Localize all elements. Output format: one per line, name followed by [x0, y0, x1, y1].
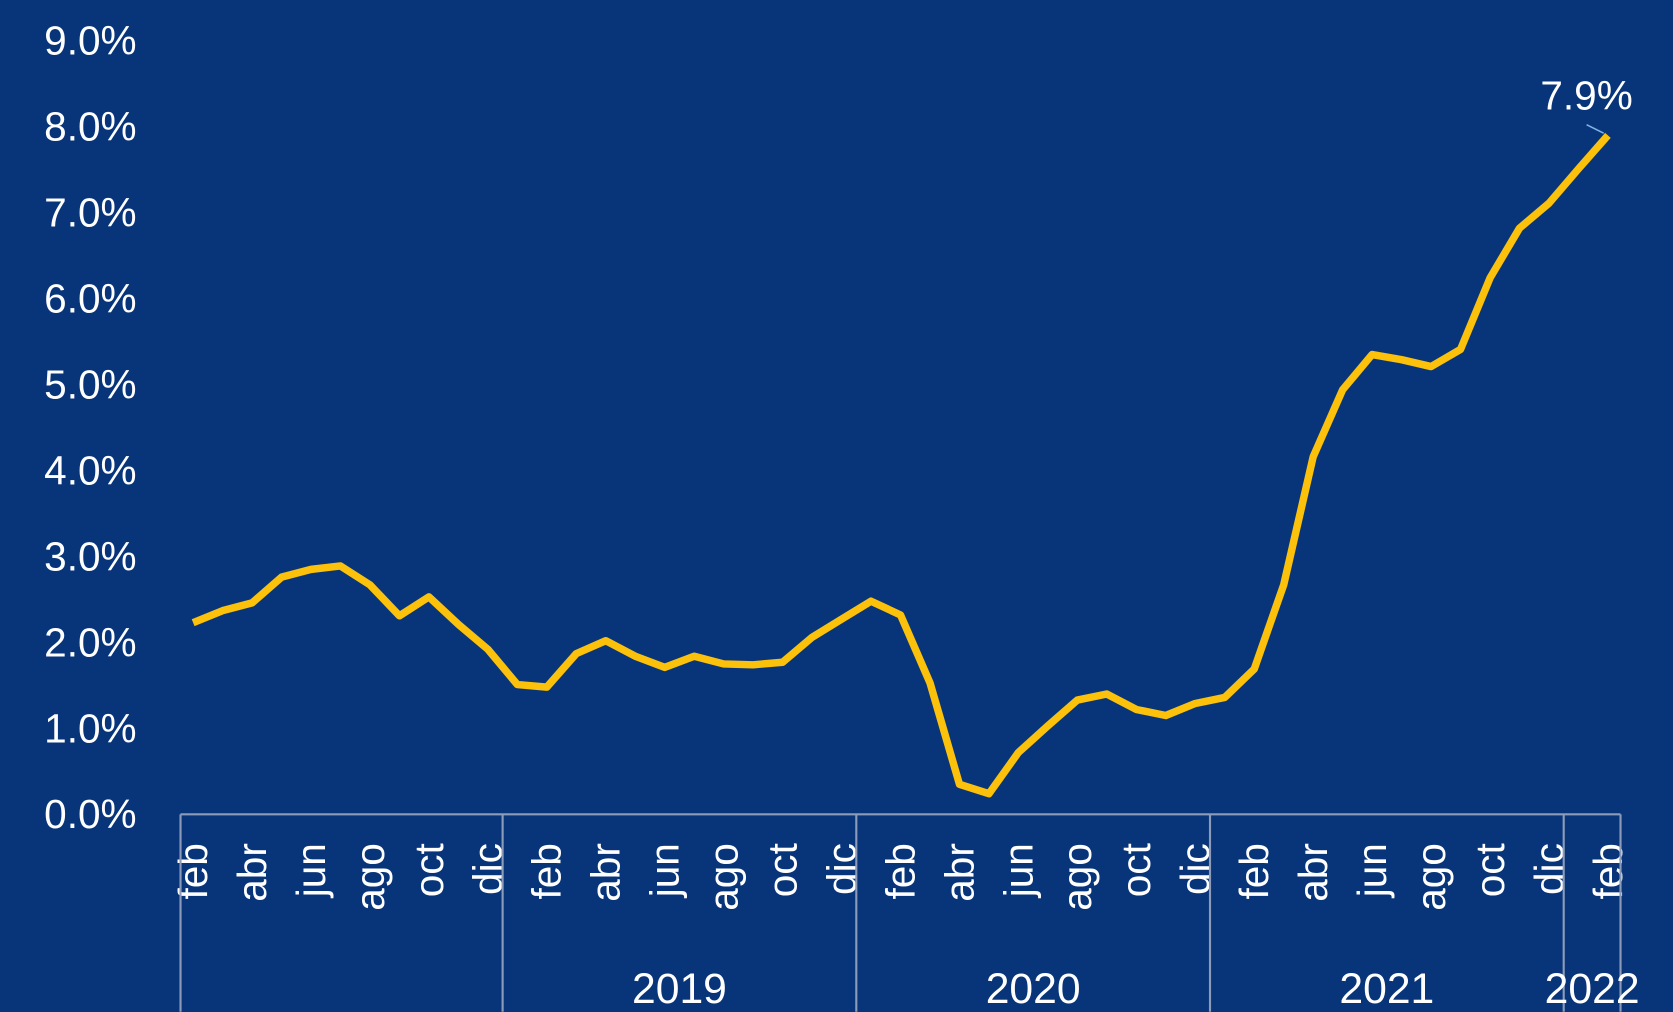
x-tick-label: jun	[1349, 843, 1395, 898]
x-tick-label: feb	[877, 843, 923, 899]
y-tick-label: 6.0%	[44, 276, 136, 322]
y-tick-label: 1.0%	[44, 705, 136, 751]
x-tick-label: oct	[1113, 843, 1159, 897]
x-tick-label: feb	[170, 843, 216, 899]
year-label: 2020	[986, 965, 1081, 1012]
x-tick-label: jun	[288, 843, 334, 898]
x-tick-label: ago	[701, 843, 747, 911]
x-tick-label: feb	[1585, 843, 1631, 899]
x-tick-label: jun	[642, 843, 688, 898]
line-series	[191, 132, 1611, 798]
x-tick-label: abr	[1290, 843, 1336, 902]
x-tick-label: ago	[347, 843, 393, 911]
data-label: 7.9%	[1540, 73, 1632, 119]
x-tick-label: dic	[1526, 843, 1572, 895]
x-tick-label: abr	[583, 843, 629, 902]
x-tick-label: abr	[229, 843, 275, 902]
year-label: 2021	[1339, 965, 1434, 1012]
x-tick-label: dic	[1172, 843, 1218, 895]
x-tick-label: jun	[995, 843, 1041, 898]
x-tick-label: oct	[406, 843, 452, 897]
x-tick-label: abr	[936, 843, 982, 902]
y-tick-label: 2.0%	[44, 619, 136, 665]
y-tick-label: 5.0%	[44, 361, 136, 407]
year-label: 2019	[632, 965, 727, 1012]
y-tick-label: 3.0%	[44, 533, 136, 579]
year-label: 2022	[1545, 965, 1640, 1012]
x-tick-label: feb	[1231, 843, 1277, 899]
x-tick-label: oct	[759, 843, 805, 897]
x-tick-label: ago	[1054, 843, 1100, 911]
x-tick-label: ago	[1408, 843, 1454, 911]
y-tick-label: 9.0%	[44, 18, 136, 64]
x-tick-label: oct	[1467, 843, 1513, 897]
y-tick-label: 0.0%	[44, 791, 136, 837]
y-tick-label: 8.0%	[44, 104, 136, 150]
y-tick-label: 4.0%	[44, 447, 136, 493]
x-tick-label: feb	[524, 843, 570, 899]
x-tick-label: dic	[465, 843, 511, 895]
y-tick-label: 7.0%	[44, 190, 136, 236]
x-tick-label: dic	[818, 843, 864, 895]
label-leader	[1586, 123, 1605, 134]
